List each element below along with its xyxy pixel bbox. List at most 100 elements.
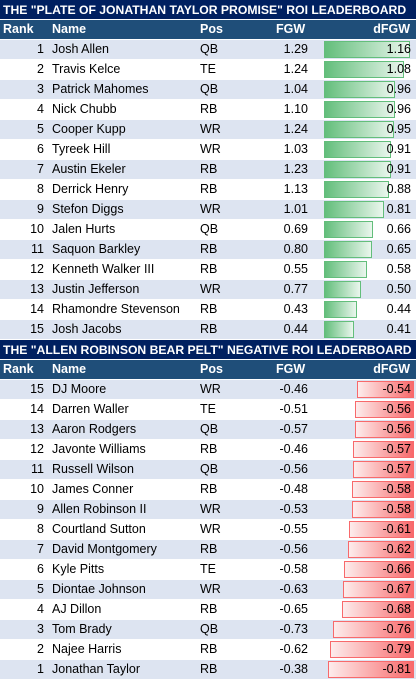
pos-cell: RB (200, 322, 218, 336)
pos-cell: RB (200, 482, 218, 496)
dfgw-value: 0.50 (386, 282, 411, 296)
table-row: 3 Patrick Mahomes QB 1.04 0.96 (0, 80, 416, 100)
pos-cell: RB (200, 302, 218, 316)
header-fgw: FGW (276, 362, 306, 376)
positive-data-bar (324, 201, 384, 218)
name-cell: James Conner (52, 482, 134, 496)
positive-data-bar (324, 281, 361, 298)
fgw-cell: -0.73 (279, 622, 309, 636)
pos-cell: RB (200, 602, 218, 616)
fgw-cell: -0.46 (279, 382, 309, 396)
pos-cell: RB (200, 262, 218, 276)
table-row: 9 Allen Robinson II WR -0.53 -0.58 (0, 500, 416, 520)
dfgw-value: 0.96 (386, 102, 411, 116)
rank-cell: 1 (37, 662, 44, 676)
negative-data-bar (344, 561, 414, 578)
fgw-cell: 1.13 (283, 182, 308, 196)
header-fgw: FGW (276, 22, 306, 36)
dfgw-value: -0.56 (382, 402, 412, 416)
name-cell: Nick Chubb (52, 102, 117, 116)
table-row: 5 Diontae Johnson WR -0.63 -0.67 (0, 580, 416, 600)
negative-data-bar (328, 661, 414, 678)
dfgw-value: 0.95 (386, 122, 411, 136)
table-row: 12 Kenneth Walker III RB 0.55 0.58 (0, 260, 416, 280)
dfgw-cell: 0.44 (324, 300, 414, 319)
table-row: 8 Derrick Henry RB 1.13 0.88 (0, 180, 416, 200)
fgw-cell: 1.04 (283, 82, 308, 96)
name-cell: Travis Kelce (52, 62, 121, 76)
table-row: 12 Javonte Williams RB -0.46 -0.57 (0, 440, 416, 460)
dfgw-cell: 1.16 (324, 40, 414, 59)
rank-cell: 13 (30, 282, 44, 296)
rank-cell: 5 (37, 582, 44, 596)
table-row: 11 Russell Wilson QB -0.56 -0.57 (0, 460, 416, 480)
fgw-cell: -0.48 (279, 482, 309, 496)
rank-cell: 15 (30, 382, 44, 396)
pos-cell: RB (200, 182, 218, 196)
positive-data-bar (324, 221, 373, 238)
fgw-cell: 1.10 (283, 102, 308, 116)
pos-cell: WR (200, 142, 221, 156)
name-cell: Austin Ekeler (52, 162, 126, 176)
table-row: 14 Rhamondre Stevenson RB 0.43 0.44 (0, 300, 416, 320)
name-cell: DJ Moore (52, 382, 107, 396)
dfgw-value: -0.76 (382, 622, 412, 636)
rank-cell: 5 (37, 122, 44, 136)
table-row: 13 Aaron Rodgers QB -0.57 -0.56 (0, 420, 416, 440)
dfgw-cell: -0.56 (324, 420, 414, 439)
pos-cell: QB (200, 462, 219, 476)
dfgw-cell: 0.95 (324, 120, 414, 139)
dfgw-cell: 1.08 (324, 60, 414, 79)
dfgw-value: -0.81 (382, 662, 412, 676)
positive-table-title: THE "PLATE OF JONATHAN TAYLOR PROMISE" R… (0, 0, 416, 20)
table-row: 13 Justin Jefferson WR 0.77 0.50 (0, 280, 416, 300)
table-row: 9 Stefon Diggs WR 1.01 0.81 (0, 200, 416, 220)
name-cell: Javonte Williams (52, 442, 146, 456)
pos-cell: RB (200, 242, 218, 256)
dfgw-value: 0.65 (386, 242, 411, 256)
fgw-cell: 1.24 (283, 122, 308, 136)
table-row: 7 Austin Ekeler RB 1.23 0.91 (0, 160, 416, 180)
fgw-cell: 1.03 (283, 142, 308, 156)
dfgw-cell: 0.91 (324, 160, 414, 179)
pos-cell: QB (200, 422, 219, 436)
dfgw-value: -0.54 (382, 382, 412, 396)
rank-cell: 7 (37, 542, 44, 556)
negative-data-bar (349, 521, 414, 538)
table-row: 4 Nick Chubb RB 1.10 0.96 (0, 100, 416, 120)
fgw-cell: -0.63 (279, 582, 309, 596)
negative-data-bar (353, 441, 414, 458)
dfgw-cell: 0.96 (324, 80, 414, 99)
dfgw-value: -0.61 (382, 522, 412, 536)
table-row: 11 Saquon Barkley RB 0.80 0.65 (0, 240, 416, 260)
name-cell: Justin Jefferson (52, 282, 140, 296)
table-row: 3 Tom Brady QB -0.73 -0.76 (0, 620, 416, 640)
table-row: 2 Najee Harris RB -0.62 -0.79 (0, 640, 416, 660)
rank-cell: 8 (37, 182, 44, 196)
dfgw-value: 1.16 (386, 42, 411, 56)
fgw-cell: 0.44 (283, 322, 308, 336)
table-row: 6 Tyreek Hill WR 1.03 0.91 (0, 140, 416, 160)
positive-data-bar (324, 41, 410, 58)
pos-cell: QB (200, 42, 219, 56)
rank-cell: 9 (37, 502, 44, 516)
dfgw-cell: 0.41 (324, 320, 414, 339)
name-cell: Diontae Johnson (52, 582, 146, 596)
pos-cell: QB (200, 622, 219, 636)
name-cell: Jalen Hurts (52, 222, 116, 236)
dfgw-value: -0.58 (382, 502, 412, 516)
rank-cell: 12 (30, 262, 44, 276)
fgw-cell: 0.43 (283, 302, 308, 316)
dfgw-cell: -0.61 (324, 520, 414, 539)
negative-data-bar (330, 641, 414, 658)
dfgw-cell: -0.66 (324, 560, 414, 579)
positive-data-bar (324, 301, 357, 318)
name-cell: Tom Brady (52, 622, 112, 636)
pos-cell: RB (200, 162, 218, 176)
table-row: 4 AJ Dillon RB -0.65 -0.68 (0, 600, 416, 620)
pos-cell: QB (200, 82, 219, 96)
dfgw-value: 1.08 (386, 62, 411, 76)
fgw-cell: 0.55 (283, 262, 308, 276)
fgw-cell: -0.57 (279, 422, 309, 436)
